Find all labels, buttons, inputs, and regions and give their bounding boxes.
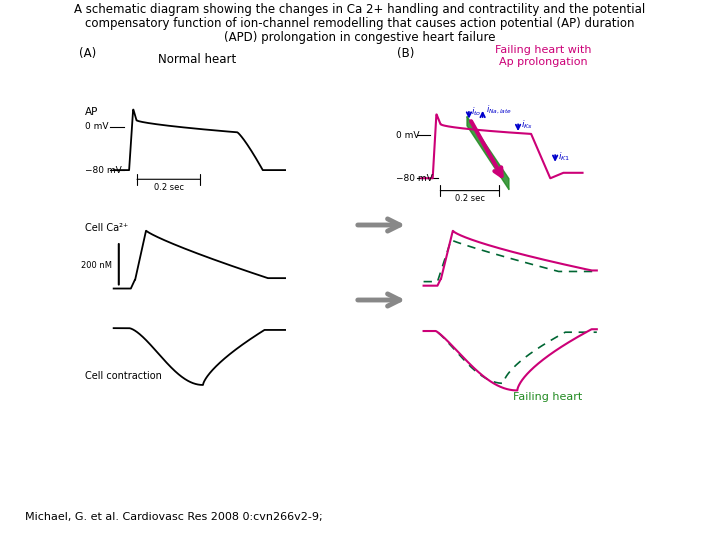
Text: $i_{K1}$: $i_{K1}$ xyxy=(558,150,570,163)
Text: Michael, G. et al. Cardiovasc Res 2008 0:cvn266v2-9;: Michael, G. et al. Cardiovasc Res 2008 0… xyxy=(25,512,323,522)
Text: $i_{Ks}$: $i_{Ks}$ xyxy=(521,119,533,131)
Text: −80 mV: −80 mV xyxy=(84,166,121,174)
Text: 200 nM: 200 nM xyxy=(81,261,112,270)
Text: 0 mV: 0 mV xyxy=(84,123,108,131)
Text: $i_{to}$: $i_{to}$ xyxy=(472,105,482,118)
Text: Failing heart: Failing heart xyxy=(513,392,582,402)
Text: Normal heart: Normal heart xyxy=(158,53,236,66)
Text: −80 mV: −80 mV xyxy=(395,174,433,183)
Text: 0.2 sec: 0.2 sec xyxy=(153,183,184,192)
Text: $i_{Na,late}$: $i_{Na,late}$ xyxy=(486,104,512,116)
Text: (APD) prolongation in congestive heart failure: (APD) prolongation in congestive heart f… xyxy=(224,31,496,44)
Text: compensatory function of ion-channel remodelling that causes action potential (A: compensatory function of ion-channel rem… xyxy=(85,17,635,30)
Text: Cell contraction: Cell contraction xyxy=(84,371,161,381)
Text: 0 mV: 0 mV xyxy=(395,131,419,139)
Text: Failing heart with: Failing heart with xyxy=(495,45,591,55)
Text: 0.2 sec: 0.2 sec xyxy=(455,194,485,204)
Text: (B): (B) xyxy=(397,47,415,60)
Text: (A): (A) xyxy=(79,47,96,60)
Text: AP: AP xyxy=(84,107,98,117)
Text: A schematic diagram showing the changes in Ca 2+ handling and contractility and : A schematic diagram showing the changes … xyxy=(74,3,646,16)
Text: Ap prolongation: Ap prolongation xyxy=(499,57,588,67)
Text: Cell Ca²⁺: Cell Ca²⁺ xyxy=(84,223,127,233)
